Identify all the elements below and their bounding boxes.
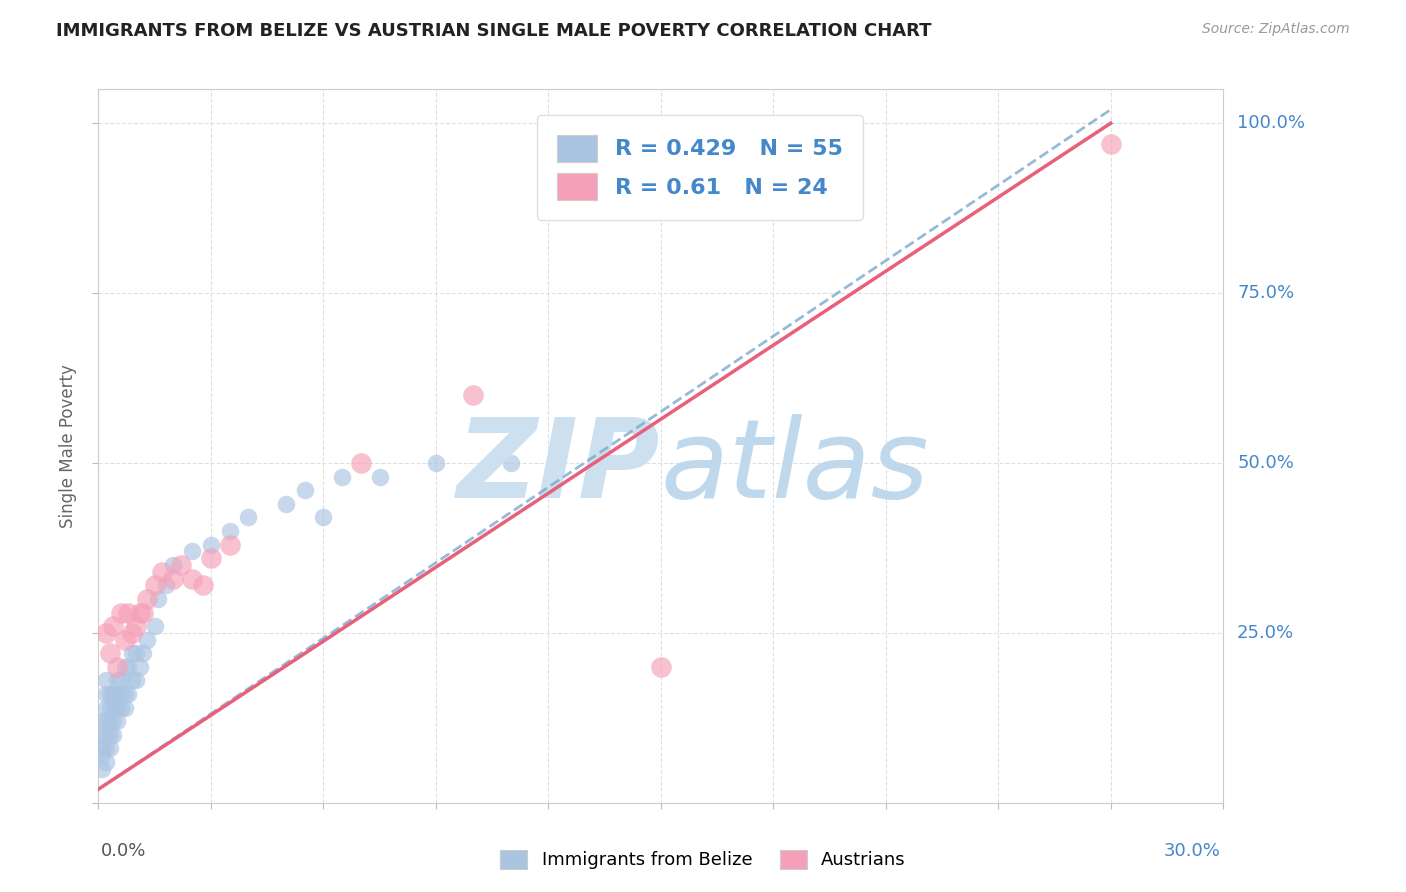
Point: [121, 646, 143, 660]
Point: [94, 741, 117, 756]
Point: [91, 762, 114, 776]
Point: [105, 673, 128, 688]
Point: [103, 700, 125, 714]
Point: [425, 456, 447, 470]
Text: 0.0%: 0.0%: [101, 842, 146, 860]
Point: [103, 714, 125, 729]
Point: [150, 565, 173, 579]
Point: [114, 700, 136, 714]
Legend: R = 0.429   N = 55, R = 0.61   N = 24: R = 0.429 N = 55, R = 0.61 N = 24: [537, 114, 863, 220]
Point: [105, 714, 128, 729]
Point: [117, 606, 139, 620]
Point: [110, 606, 132, 620]
Point: [91, 728, 114, 742]
Point: [274, 497, 297, 511]
Text: IMMIGRANTS FROM BELIZE VS AUSTRIAN SINGLE MALE POVERTY CORRELATION CHART: IMMIGRANTS FROM BELIZE VS AUSTRIAN SINGL…: [56, 22, 932, 40]
Point: [94, 714, 117, 729]
Point: [91, 714, 114, 729]
Point: [294, 483, 316, 498]
Point: [136, 591, 159, 606]
Point: [238, 510, 260, 524]
Point: [128, 606, 150, 620]
Point: [114, 660, 136, 674]
Point: [162, 558, 184, 572]
Point: [170, 558, 193, 572]
Point: [368, 469, 391, 483]
Point: [105, 660, 128, 674]
Text: atlas: atlas: [661, 414, 929, 521]
Text: ZIP: ZIP: [457, 414, 661, 521]
Point: [98, 741, 121, 756]
Point: [181, 544, 204, 558]
Point: [132, 646, 155, 660]
Text: 75.0%: 75.0%: [1237, 284, 1295, 302]
Point: [103, 619, 125, 633]
Legend: Immigrants from Belize, Austrians: Immigrants from Belize, Austrians: [491, 841, 915, 879]
Text: 25.0%: 25.0%: [1237, 624, 1295, 642]
Point: [105, 700, 128, 714]
Point: [91, 741, 114, 756]
Point: [125, 673, 148, 688]
Point: [121, 626, 143, 640]
Point: [94, 626, 117, 640]
Text: 100.0%: 100.0%: [1237, 114, 1305, 132]
Point: [650, 660, 672, 674]
Point: [117, 687, 139, 701]
Point: [94, 755, 117, 769]
Point: [98, 700, 121, 714]
Text: 50.0%: 50.0%: [1237, 454, 1294, 472]
Point: [193, 578, 215, 592]
Point: [132, 606, 155, 620]
Point: [218, 537, 240, 551]
Point: [98, 714, 121, 729]
Point: [155, 578, 177, 592]
Point: [162, 572, 184, 586]
Point: [103, 687, 125, 701]
Point: [94, 687, 117, 701]
Point: [330, 469, 353, 483]
Text: 30.0%: 30.0%: [1164, 842, 1220, 860]
Point: [350, 456, 373, 470]
Y-axis label: Single Male Poverty: Single Male Poverty: [59, 364, 77, 528]
Point: [94, 700, 117, 714]
Point: [125, 646, 148, 660]
Point: [117, 660, 139, 674]
Point: [499, 456, 522, 470]
Point: [105, 687, 128, 701]
Point: [114, 687, 136, 701]
Point: [136, 632, 159, 647]
Point: [98, 687, 121, 701]
Point: [121, 673, 143, 688]
Point: [143, 578, 166, 592]
Point: [148, 591, 170, 606]
Point: [98, 728, 121, 742]
Point: [125, 619, 148, 633]
Point: [312, 510, 335, 524]
Point: [94, 728, 117, 742]
Point: [110, 673, 132, 688]
Point: [200, 537, 222, 551]
Point: [218, 524, 240, 538]
Point: [98, 646, 121, 660]
Point: [91, 748, 114, 763]
Point: [114, 632, 136, 647]
Point: [94, 673, 117, 688]
Point: [110, 700, 132, 714]
Point: [128, 660, 150, 674]
Point: [103, 728, 125, 742]
Point: [1099, 136, 1122, 151]
Text: Source: ZipAtlas.com: Source: ZipAtlas.com: [1202, 22, 1350, 37]
Point: [181, 572, 204, 586]
Point: [463, 388, 485, 402]
Point: [200, 551, 222, 566]
Point: [143, 619, 166, 633]
Point: [110, 687, 132, 701]
